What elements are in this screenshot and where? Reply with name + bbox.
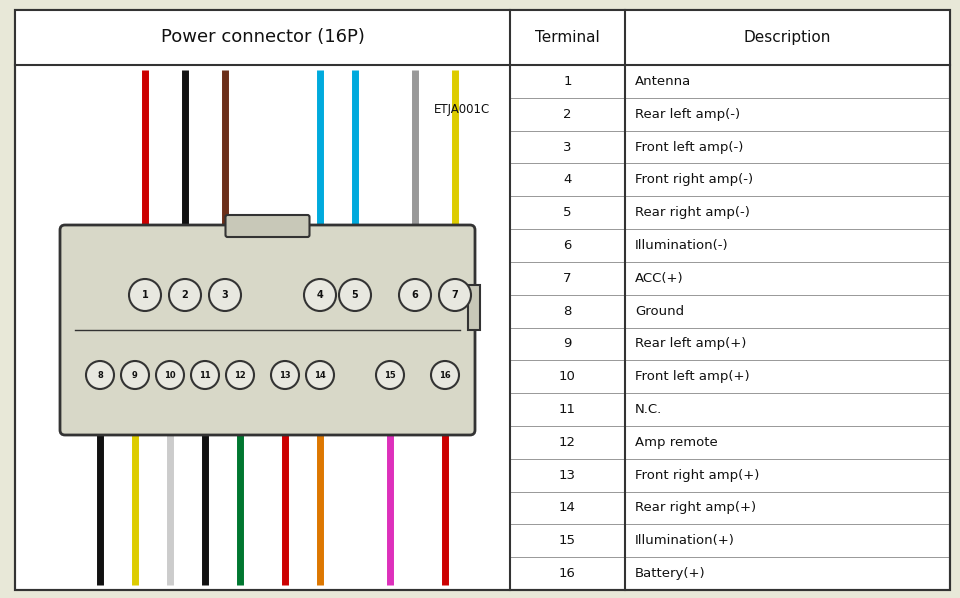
- Text: 11: 11: [559, 403, 576, 416]
- Circle shape: [271, 361, 299, 389]
- Bar: [468, 285, 480, 330]
- Circle shape: [439, 279, 471, 311]
- Text: 12: 12: [559, 436, 576, 449]
- Text: 4: 4: [317, 290, 324, 300]
- Circle shape: [226, 361, 254, 389]
- Text: 16: 16: [559, 567, 576, 580]
- Circle shape: [209, 279, 241, 311]
- Text: ACC(+): ACC(+): [635, 271, 684, 285]
- Circle shape: [129, 279, 161, 311]
- Text: Description: Description: [744, 30, 831, 45]
- Text: N.C.: N.C.: [635, 403, 662, 416]
- Text: Rear right amp(-): Rear right amp(-): [635, 206, 750, 219]
- Text: Illumination(+): Illumination(+): [635, 534, 734, 547]
- Text: 1: 1: [142, 290, 149, 300]
- Text: 5: 5: [564, 206, 572, 219]
- Circle shape: [304, 279, 336, 311]
- Text: 6: 6: [564, 239, 572, 252]
- Text: 8: 8: [564, 304, 572, 318]
- Circle shape: [156, 361, 184, 389]
- Text: 1: 1: [564, 75, 572, 88]
- Text: 2: 2: [564, 108, 572, 121]
- Text: 4: 4: [564, 173, 572, 187]
- Text: 13: 13: [559, 469, 576, 481]
- Text: 9: 9: [564, 337, 572, 350]
- Text: Antenna: Antenna: [635, 75, 691, 88]
- Text: Rear left amp(-): Rear left amp(-): [635, 108, 740, 121]
- Text: 14: 14: [559, 502, 576, 514]
- Text: Rear left amp(+): Rear left amp(+): [635, 337, 746, 350]
- Text: 3: 3: [564, 141, 572, 154]
- Text: Front right amp(-): Front right amp(-): [635, 173, 754, 187]
- Circle shape: [306, 361, 334, 389]
- Text: 7: 7: [451, 290, 458, 300]
- Circle shape: [86, 361, 114, 389]
- Circle shape: [399, 279, 431, 311]
- Text: 8: 8: [97, 371, 103, 380]
- Text: 10: 10: [559, 370, 576, 383]
- Circle shape: [339, 279, 371, 311]
- FancyBboxPatch shape: [226, 215, 309, 237]
- Circle shape: [191, 361, 219, 389]
- Circle shape: [376, 361, 404, 389]
- Text: 9: 9: [132, 371, 138, 380]
- Text: 3: 3: [222, 290, 228, 300]
- Text: Front right amp(+): Front right amp(+): [635, 469, 759, 481]
- Text: 10: 10: [164, 371, 176, 380]
- Text: 15: 15: [384, 371, 396, 380]
- Text: Ground: Ground: [635, 304, 684, 318]
- Text: Amp remote: Amp remote: [635, 436, 718, 449]
- Text: 14: 14: [314, 371, 325, 380]
- Circle shape: [121, 361, 149, 389]
- FancyBboxPatch shape: [60, 225, 475, 435]
- Text: 6: 6: [412, 290, 419, 300]
- Text: Front left amp(+): Front left amp(+): [635, 370, 750, 383]
- Text: 12: 12: [234, 371, 246, 380]
- Text: 11: 11: [199, 371, 211, 380]
- Text: ETJA001C: ETJA001C: [434, 103, 490, 117]
- Text: Rear right amp(+): Rear right amp(+): [635, 502, 756, 514]
- Text: 16: 16: [439, 371, 451, 380]
- Text: Illumination(-): Illumination(-): [635, 239, 729, 252]
- Text: 5: 5: [351, 290, 358, 300]
- Text: Power connector (16P): Power connector (16P): [160, 29, 365, 47]
- Text: Battery(+): Battery(+): [635, 567, 706, 580]
- Text: Front left amp(-): Front left amp(-): [635, 141, 743, 154]
- Text: Terminal: Terminal: [535, 30, 600, 45]
- Circle shape: [169, 279, 201, 311]
- Bar: [15, 10, 950, 65]
- Text: 2: 2: [181, 290, 188, 300]
- Text: 15: 15: [559, 534, 576, 547]
- Circle shape: [431, 361, 459, 389]
- Text: 7: 7: [564, 271, 572, 285]
- Text: 13: 13: [279, 371, 291, 380]
